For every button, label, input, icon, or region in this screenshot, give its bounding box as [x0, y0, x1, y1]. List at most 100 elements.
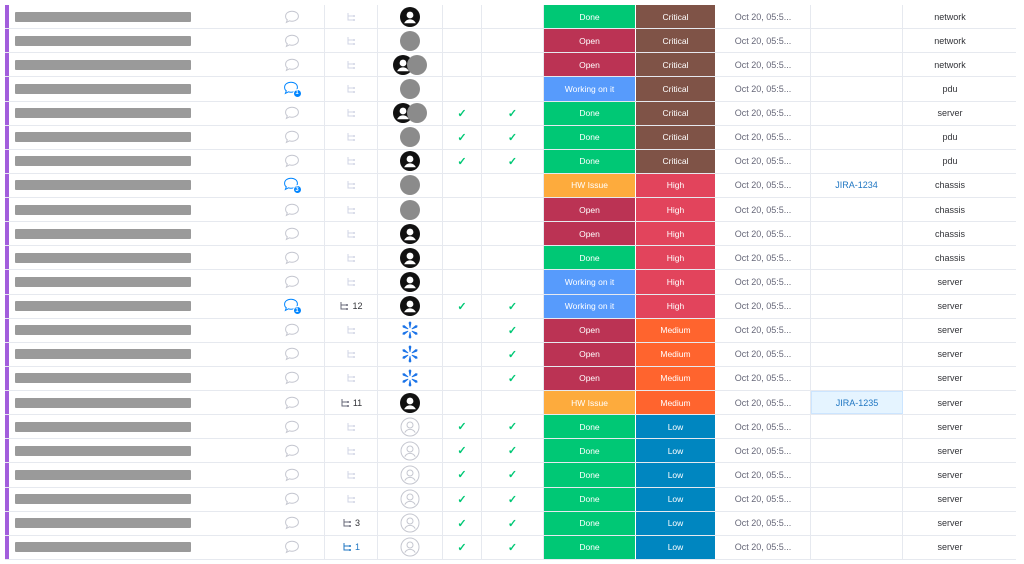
subitems-cell[interactable] [324, 366, 378, 390]
jira-cell[interactable] [811, 222, 903, 246]
check-cell-1[interactable]: ✓ [443, 511, 482, 535]
updates-cell[interactable] [259, 150, 324, 173]
date-cell[interactable]: Oct 20, 05:5... [716, 463, 811, 487]
item-name-cell[interactable] [9, 102, 259, 125]
subitems-icon[interactable] [346, 446, 356, 456]
table-row[interactable]: 1 ✓ ✓ Done Low Oct 20, 05:5... server [5, 535, 1016, 560]
date-cell[interactable]: Oct 20, 05:5... [716, 198, 811, 222]
check-cell-1[interactable]: ✓ [443, 463, 482, 487]
comment-icon[interactable] [284, 396, 300, 410]
date-cell[interactable]: Oct 20, 05:5... [716, 318, 811, 342]
owner-cell[interactable] [378, 294, 443, 318]
owner-cell[interactable] [378, 246, 443, 270]
type-cell[interactable]: server [903, 270, 997, 293]
item-name-cell[interactable] [9, 295, 259, 318]
updates-cell[interactable] [259, 102, 324, 125]
table-row[interactable]: Working on it High Oct 20, 05:5... server [5, 270, 1016, 295]
priority-cell[interactable]: Low [636, 487, 716, 511]
empty-person-icon[interactable] [400, 441, 420, 461]
check-cell-2[interactable] [482, 29, 544, 53]
type-cell[interactable]: chassis [903, 246, 997, 269]
subitems-icon[interactable] [339, 301, 349, 311]
type-cell[interactable]: network [903, 5, 997, 28]
status-cell[interactable]: Done [544, 487, 636, 511]
owner-cell[interactable] [378, 535, 443, 559]
jira-cell[interactable] [811, 29, 903, 53]
check-cell-1[interactable] [443, 222, 482, 246]
check-cell-1[interactable]: ✓ [443, 535, 482, 559]
updates-cell[interactable] [259, 29, 324, 52]
item-name-cell[interactable] [9, 150, 259, 173]
type-cell[interactable]: network [903, 53, 997, 76]
jira-cell[interactable]: JIRA-1235 [811, 391, 903, 415]
status-cell[interactable]: Done [544, 246, 636, 270]
updates-cell[interactable] [259, 198, 324, 221]
jira-cell[interactable] [811, 125, 903, 149]
priority-cell[interactable]: Low [636, 463, 716, 487]
jira-cell[interactable] [811, 318, 903, 342]
item-name-cell[interactable] [9, 391, 259, 414]
check-cell-2[interactable]: ✓ [482, 463, 544, 487]
subitems-cell[interactable]: 11 [324, 391, 378, 415]
comment-icon[interactable] [284, 130, 300, 144]
table-row[interactable]: ✓ Open Medium Oct 20, 05:5... server [5, 318, 1016, 343]
comment-icon[interactable] [284, 347, 300, 361]
subitems-icon[interactable] [346, 494, 356, 504]
comment-icon[interactable] [284, 10, 300, 24]
type-cell[interactable]: server [903, 391, 997, 414]
date-cell[interactable]: Oct 20, 05:5... [716, 342, 811, 366]
date-cell[interactable]: Oct 20, 05:5... [716, 173, 811, 197]
check-cell-1[interactable] [443, 342, 482, 366]
jira-link[interactable]: JIRA-1234 [835, 180, 878, 191]
subitems-cell[interactable] [324, 487, 378, 511]
item-name-cell[interactable] [9, 29, 259, 52]
comment-icon[interactable] [284, 106, 300, 120]
item-name-cell[interactable] [9, 198, 259, 221]
subitems-cell[interactable] [324, 77, 378, 101]
type-cell[interactable]: server [903, 343, 997, 366]
updates-cell[interactable] [259, 53, 324, 76]
table-row[interactable]: 1 Working on it Critical Oct 20, 05:5... pdu [5, 77, 1016, 102]
table-row[interactable]: Done High Oct 20, 05:5... chassis [5, 246, 1016, 271]
check-cell-1[interactable] [443, 198, 482, 222]
priority-cell[interactable]: Medium [636, 391, 716, 415]
table-row[interactable]: Open Critical Oct 20, 05:5... network [5, 29, 1016, 54]
check-cell-2[interactable]: ✓ [482, 342, 544, 366]
table-row[interactable]: 3 HW Issue High Oct 20, 05:5... JIRA-1234 cha… [5, 173, 1016, 198]
priority-cell[interactable]: Critical [636, 53, 716, 77]
priority-cell[interactable]: Low [636, 415, 716, 439]
check-cell-1[interactable] [443, 270, 482, 294]
item-name-cell[interactable] [9, 512, 259, 535]
check-cell-1[interactable]: ✓ [443, 439, 482, 463]
status-cell[interactable]: Open [544, 222, 636, 246]
item-name-cell[interactable] [9, 222, 259, 245]
check-cell-1[interactable] [443, 391, 482, 415]
priority-cell[interactable]: High [636, 173, 716, 197]
subitems-cell[interactable] [324, 222, 378, 246]
subitems-icon[interactable] [346, 156, 356, 166]
comment-icon[interactable] [284, 540, 300, 554]
type-cell[interactable]: network [903, 29, 997, 52]
date-cell[interactable]: Oct 20, 05:5... [716, 391, 811, 415]
updates-cell[interactable] [259, 488, 324, 511]
check-cell-2[interactable]: ✓ [482, 101, 544, 125]
item-name-cell[interactable] [9, 463, 259, 486]
type-cell[interactable]: server [903, 463, 997, 486]
subitems-icon[interactable] [342, 518, 352, 528]
check-cell-1[interactable] [443, 77, 482, 101]
table-row[interactable]: 3 ✓ ✓ Done Low Oct 20, 05:5... server [5, 511, 1016, 536]
priority-cell[interactable]: Medium [636, 342, 716, 366]
jira-cell[interactable] [811, 415, 903, 439]
item-name-cell[interactable] [9, 5, 259, 28]
priority-cell[interactable]: Critical [636, 125, 716, 149]
check-cell-1[interactable] [443, 173, 482, 197]
table-row[interactable]: Done Critical Oct 20, 05:5... network [5, 5, 1016, 30]
table-row[interactable]: ✓ ✓ Done Low Oct 20, 05:5... server [5, 487, 1016, 512]
jira-cell[interactable] [811, 342, 903, 366]
subitems-cell[interactable] [324, 463, 378, 487]
check-cell-1[interactable] [443, 366, 482, 390]
updates-cell[interactable] [259, 512, 324, 535]
subitems-icon[interactable] [346, 229, 356, 239]
type-cell[interactable]: server [903, 439, 997, 462]
comment-icon[interactable] [284, 58, 300, 72]
